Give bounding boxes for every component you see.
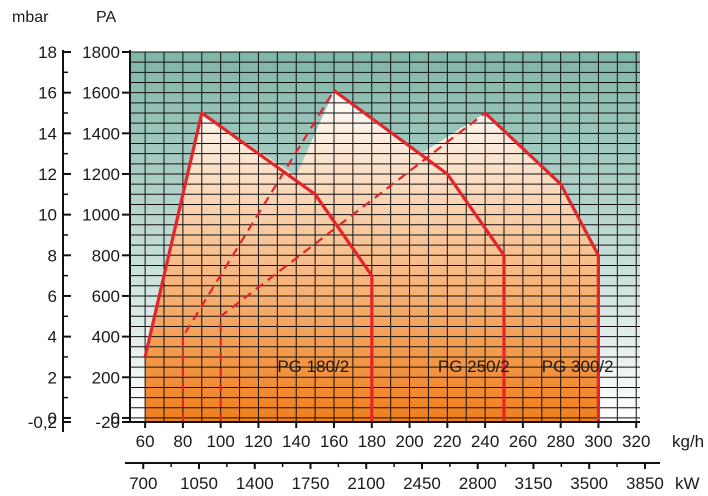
mbar-unit-label: mbar bbox=[12, 9, 49, 26]
kgh-tick-label: 80 bbox=[173, 432, 192, 451]
kgh-tick-label: 180 bbox=[358, 432, 386, 451]
kw-unit-label: kW bbox=[675, 474, 700, 493]
series-label: PG 300/2 bbox=[542, 357, 614, 376]
kw-tick-label: 3500 bbox=[570, 474, 608, 493]
mbar-tick-label: 18 bbox=[38, 43, 57, 62]
mbar-tick-label: 4 bbox=[48, 328, 57, 347]
pa-tick-label: 600 bbox=[92, 287, 120, 306]
mbar-tick-label: 8 bbox=[48, 246, 57, 265]
tick-labels: 181614121086420-0,2180016001400120010008… bbox=[12, 9, 704, 493]
mbar-tick-label: 14 bbox=[38, 124, 57, 143]
kgh-tick-label: 140 bbox=[282, 432, 310, 451]
pa-unit-label: PA bbox=[96, 9, 116, 26]
kw-tick-label: 2800 bbox=[459, 474, 497, 493]
curves bbox=[143, 89, 601, 422]
kw-tick-label: 2100 bbox=[347, 474, 385, 493]
kgh-tick-label: 160 bbox=[320, 432, 348, 451]
kgh-tick-label: 100 bbox=[206, 432, 234, 451]
kgh-tick-label: 60 bbox=[136, 432, 155, 451]
pa-tick-label: 1000 bbox=[82, 206, 120, 225]
series-3-curve bbox=[484, 111, 601, 422]
mbar-tick-label: -0,2 bbox=[28, 413, 57, 432]
pa-tick-label: 0 bbox=[111, 409, 120, 428]
kgh-tick-label: 220 bbox=[433, 432, 461, 451]
pa-tick-label: 1200 bbox=[82, 165, 120, 184]
kw-tick-label: 1400 bbox=[236, 474, 274, 493]
kgh-tick-label: 300 bbox=[584, 432, 612, 451]
kw-tick-label: 3850 bbox=[626, 474, 664, 493]
pa-tick-label: 200 bbox=[92, 368, 120, 387]
series-2-dashed-curve bbox=[219, 112, 486, 422]
pa-tick-label: -20 bbox=[95, 413, 120, 432]
kw-tick-label: 1750 bbox=[292, 474, 330, 493]
series-label: PG 250/2 bbox=[438, 357, 510, 376]
kgh-tick-label: 280 bbox=[546, 432, 574, 451]
series-label: PG 180/2 bbox=[277, 357, 349, 376]
pa-tick-label: 1600 bbox=[82, 84, 120, 103]
mbar-tick-label: 10 bbox=[38, 206, 57, 225]
kgh-tick-label: 240 bbox=[471, 432, 499, 451]
kw-tick-label: 3150 bbox=[515, 474, 553, 493]
kgh-tick-label: 200 bbox=[395, 432, 423, 451]
mbar-tick-label: 16 bbox=[38, 84, 57, 103]
series-1-dashed-curve bbox=[181, 90, 335, 422]
mbar-tick-label: 12 bbox=[38, 165, 57, 184]
mbar-tick-label: 0 bbox=[48, 409, 57, 428]
kw-tick-label: 2450 bbox=[403, 474, 441, 493]
kw-tick-label: 1050 bbox=[180, 474, 218, 493]
kgh-unit-label: kg/h bbox=[672, 432, 704, 451]
pa-tick-label: 1400 bbox=[82, 124, 120, 143]
mbar-tick-label: 2 bbox=[48, 368, 57, 387]
kgh-tick-label: 120 bbox=[244, 432, 272, 451]
pa-tick-label: 400 bbox=[92, 328, 120, 347]
pa-tick-label: 800 bbox=[92, 246, 120, 265]
mbar-tick-label: 6 bbox=[48, 287, 57, 306]
series-labels: PG 180/2 PG 250/2 PG 300/2 bbox=[277, 357, 613, 376]
kgh-tick-label: 320 bbox=[622, 432, 650, 451]
kgh-tick-label: 260 bbox=[509, 432, 537, 451]
pa-tick-label: 1800 bbox=[82, 43, 120, 62]
series-1-curve bbox=[143, 110, 374, 422]
kw-tick-label: 700 bbox=[129, 474, 157, 493]
series-2-curve bbox=[333, 89, 506, 422]
